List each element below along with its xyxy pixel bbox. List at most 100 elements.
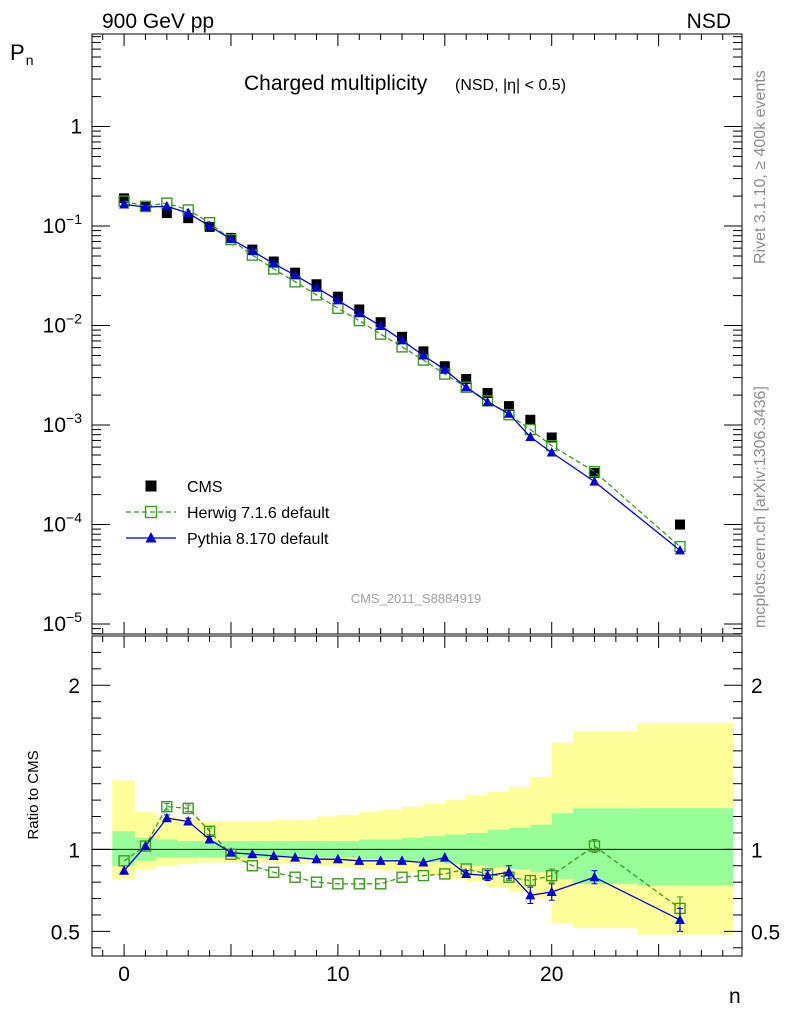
y-tick-label-top--1: 10−1 [43,211,83,238]
y-tick-label-exp: −4 [66,510,82,526]
ratio-point-2-0 [119,865,130,875]
header-right: NSD [687,10,731,33]
ratio-point-2-9 [311,853,322,864]
ratio-point-1-13 [396,871,408,883]
line-2 [123,203,681,551]
point-2-2 [161,200,172,211]
point-0-0 [119,193,130,204]
ratio-point-2-14 [418,857,429,867]
ratio-point-2-20 [546,886,557,897]
y-tick-label-ratio-right-0.5: 0.5 [751,921,780,944]
y-axis-label-base: P [10,40,25,65]
point-2-5 [225,233,236,244]
ratio-point-2-16 [461,868,472,878]
point-2-19 [525,431,536,441]
header-left: 900 GeV pp [102,10,214,33]
ratio-point-2-22 [674,914,685,924]
y-tick-label-top--5: 10−5 [43,609,83,636]
point-2-11 [354,307,365,318]
ratio-point-1-2 [161,800,173,813]
point-2-0 [119,198,130,209]
ratio-point-2-17 [482,870,493,880]
ratio-point-2-21 [589,871,600,882]
ratio-uncertainty-bands [112,722,734,935]
point-2-20 [546,447,557,457]
y-tick-label-top-0: 1 [70,116,82,139]
point-1-12 [374,328,387,340]
main-panel-frame [91,33,743,635]
point-2-13 [397,334,408,345]
point-0-21 [589,467,600,478]
point-0-17 [482,387,493,398]
ratio-point-2-2 [161,812,172,823]
ratio-point-1-6 [246,860,259,872]
point-2-12 [375,320,386,331]
point-2-10 [332,294,343,305]
y-tick-label-base: 10 [43,514,66,537]
ratio-point-1-15 [439,868,451,880]
point-2-1 [140,201,151,212]
legend-label-2: Pythia 8.170 default [187,531,329,548]
point-2-15 [439,364,450,374]
point-0-16 [461,374,472,385]
point-2-7 [268,258,279,268]
plot-frames [91,33,743,957]
y-axis-label-top: Pn [10,40,33,68]
legend-marker-0 [145,480,157,492]
point-2-6 [247,245,258,256]
ratio-point-2-19 [525,889,536,900]
main-panel-series [118,193,686,555]
ratio-panel-frame [91,635,743,957]
ratio-point-2-6 [247,848,258,859]
y-tick-label-top--2: 10−2 [43,311,83,338]
green-band-23 [637,808,734,886]
x-tick-label-10: 10 [326,963,349,986]
point-2-9 [311,282,322,292]
axis-ticks [92,34,742,956]
x-axis-label: n [729,985,741,1008]
point-0-18 [503,401,514,412]
y-tick-label-exp: −3 [66,410,82,426]
ratio-point-2-4 [204,834,215,844]
ratio-point-1-11 [353,878,365,890]
ratio-point-2-7 [268,850,279,860]
point-0-3 [183,213,194,224]
ratio-point-1-12 [374,878,387,890]
ratio-point-1-20 [546,869,558,882]
y-tick-label-top--4: 10−4 [43,510,83,537]
y-tick-label-base: 10 [43,215,66,238]
y-tick-label-exp: −2 [66,311,82,327]
point-0-19 [525,414,536,425]
legend: CMS Herwig 7.1.6 default Pythia 8.170 defa… [126,479,330,548]
legend-marker-2 [145,532,157,543]
x-tick-label-20: 20 [540,963,563,986]
y-tick-label-base: 10 [43,613,66,636]
ratio-point-2-8 [290,852,301,862]
point-2-18 [503,408,514,418]
ratio-point-2-18 [503,866,514,877]
ratio-line-1 [123,805,681,909]
ratio-point-2-12 [375,855,386,865]
y-tick-label-ratio-right-1: 1 [751,839,763,862]
point-0-20 [546,432,557,443]
ratio-point-1-14 [417,869,430,882]
legend-label-0: CMS [187,479,223,496]
chart-subtitle: (NSD, |η| < 0.5) [455,77,566,94]
ratio-point-1-21 [588,840,601,852]
y-tick-label-base: 10 [43,315,66,338]
ratio-point-1-7 [268,866,280,879]
analysis-label: CMS_2011_S8884919 [351,591,482,606]
x-tick-label-0: 0 [118,963,130,986]
point-2-3 [183,207,194,218]
ratio-point-2-15 [439,852,450,862]
legend-marker-1 [144,505,158,519]
y-tick-label-ratio-left-2: 2 [68,675,80,698]
y-tick-label-exp: −1 [66,211,82,227]
point-2-17 [482,396,493,407]
ratio-panel-series [118,800,686,932]
y-tick-label-exp: −5 [66,609,82,625]
mcplots-label: mcplots.cern.ch [arXiv:1306.3436] [752,386,769,628]
ratio-point-2-11 [354,855,365,865]
